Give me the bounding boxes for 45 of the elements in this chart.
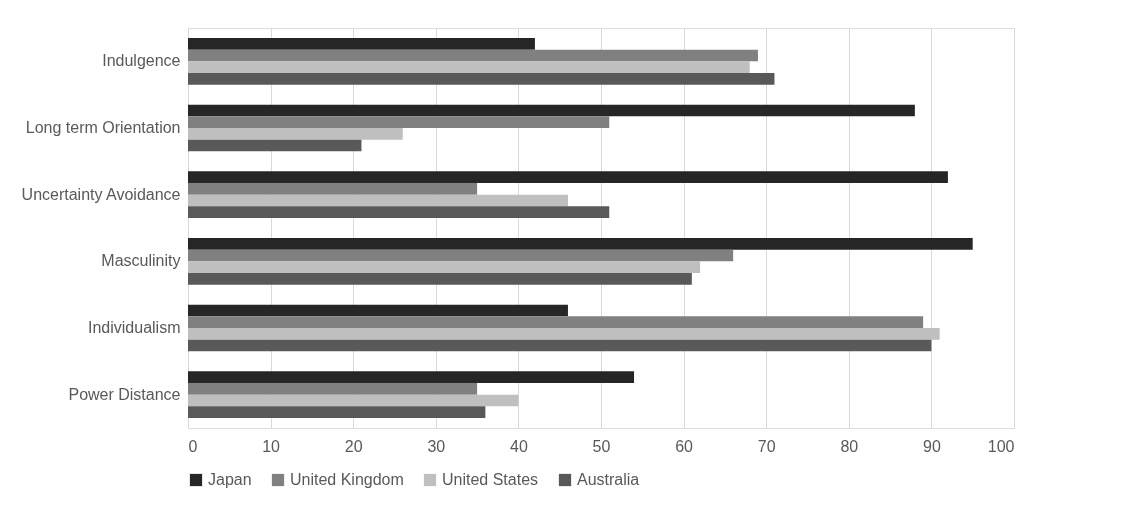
x-tick-label: 60 xyxy=(675,437,694,455)
bar xyxy=(188,49,758,62)
bar xyxy=(188,104,915,117)
y-tick-label: Power Distance xyxy=(68,385,181,403)
x-tick-label: 0 xyxy=(188,437,198,455)
x-tick-label: 100 xyxy=(987,437,1015,455)
x-tick-label: 80 xyxy=(840,437,859,455)
y-tick-label: Masculinity xyxy=(101,252,181,270)
bar xyxy=(188,304,568,317)
bar xyxy=(188,116,610,128)
y-tick-label: Indulgence xyxy=(102,52,181,70)
bar xyxy=(188,273,692,285)
legend-label: Japan xyxy=(208,471,252,488)
bar xyxy=(188,394,519,407)
legend-label: Australia xyxy=(577,471,640,488)
bar xyxy=(188,261,701,273)
x-tick-label: 10 xyxy=(262,437,281,455)
y-tick-label: Individualism xyxy=(88,319,181,336)
x-tick-label: 70 xyxy=(757,437,776,455)
legend-label: United Kingdom xyxy=(290,471,404,488)
x-tick-label: 50 xyxy=(592,437,611,455)
bar xyxy=(188,61,750,73)
y-tick-label: Uncertainty Avoidance xyxy=(21,185,181,203)
x-tick-label: 30 xyxy=(427,437,446,455)
bar xyxy=(188,183,478,195)
bar xyxy=(188,339,932,352)
bar xyxy=(188,316,924,328)
x-tick-label: 90 xyxy=(923,437,941,455)
bar xyxy=(188,371,635,383)
bar xyxy=(188,139,362,152)
bar xyxy=(188,249,734,262)
bar xyxy=(188,171,948,183)
bar xyxy=(188,73,775,85)
bar xyxy=(188,238,973,250)
bar xyxy=(188,328,940,340)
bar xyxy=(188,38,535,50)
y-tick-label: Long term Orientation xyxy=(25,119,181,136)
legend-label: United States xyxy=(442,471,539,488)
x-tick-label: 40 xyxy=(510,437,528,455)
bar xyxy=(188,128,403,140)
bar xyxy=(188,406,486,418)
x-tick-label: 20 xyxy=(344,437,363,455)
bar xyxy=(188,206,610,218)
bar xyxy=(188,383,478,395)
bar xyxy=(188,194,568,207)
